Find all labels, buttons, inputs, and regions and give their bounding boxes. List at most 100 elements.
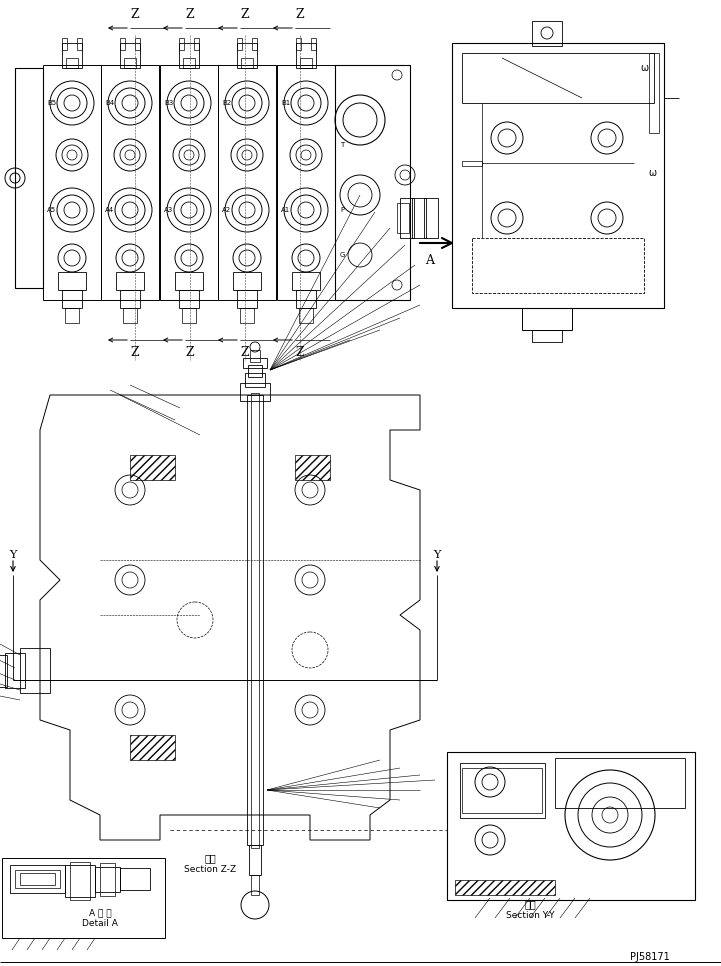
- Text: Y: Y: [433, 550, 441, 560]
- Bar: [252, 38, 257, 50]
- Bar: [120, 43, 140, 68]
- Bar: [472, 238, 644, 293]
- Text: A3: A3: [164, 207, 173, 213]
- Bar: [58, 272, 86, 290]
- Bar: [335, 65, 410, 300]
- Bar: [15, 68, 43, 288]
- Text: Y: Y: [9, 550, 17, 560]
- Bar: [66, 58, 78, 68]
- Bar: [299, 308, 313, 323]
- Bar: [295, 455, 330, 480]
- Text: 断面: 断面: [524, 899, 536, 909]
- Text: ω: ω: [648, 168, 656, 178]
- Bar: [462, 161, 482, 166]
- Bar: [233, 272, 261, 290]
- Bar: [116, 272, 144, 290]
- Text: A1: A1: [281, 207, 291, 213]
- Bar: [0, 655, 7, 687]
- Bar: [20, 873, 55, 885]
- Bar: [532, 21, 562, 46]
- Bar: [15, 870, 60, 888]
- Bar: [455, 880, 555, 895]
- Text: Z: Z: [296, 8, 304, 20]
- Bar: [247, 395, 263, 845]
- Text: B5: B5: [47, 100, 56, 106]
- Bar: [20, 648, 50, 693]
- Bar: [311, 38, 316, 50]
- Bar: [249, 845, 261, 875]
- Text: Section Z-Z: Section Z-Z: [184, 866, 236, 874]
- Bar: [296, 290, 316, 308]
- Polygon shape: [40, 395, 420, 840]
- Bar: [248, 365, 262, 377]
- Bar: [95, 867, 120, 892]
- Text: P: P: [340, 207, 344, 213]
- Bar: [65, 308, 79, 323]
- Bar: [120, 38, 125, 50]
- Text: B2: B2: [222, 100, 231, 106]
- Text: Detail A: Detail A: [82, 920, 118, 928]
- Bar: [296, 38, 301, 50]
- Text: Z: Z: [296, 346, 304, 358]
- Bar: [522, 308, 572, 330]
- Bar: [237, 290, 257, 308]
- Bar: [179, 43, 199, 68]
- Bar: [245, 373, 265, 387]
- Bar: [123, 308, 137, 323]
- Bar: [70, 862, 90, 900]
- Bar: [135, 38, 140, 50]
- Bar: [62, 38, 67, 50]
- Text: B1: B1: [281, 100, 291, 106]
- Bar: [124, 58, 136, 68]
- Bar: [43, 65, 101, 300]
- Bar: [277, 65, 335, 300]
- Bar: [62, 43, 82, 68]
- Text: PJ58171: PJ58171: [630, 952, 670, 962]
- Text: B4: B4: [105, 100, 114, 106]
- Bar: [240, 308, 254, 323]
- Bar: [120, 290, 140, 308]
- Bar: [5, 653, 25, 688]
- Text: T: T: [340, 142, 344, 148]
- Text: A 詳 細: A 詳 細: [89, 908, 111, 918]
- Bar: [447, 752, 695, 900]
- Text: Z: Z: [241, 346, 249, 358]
- Text: Z: Z: [241, 8, 249, 20]
- Text: A5: A5: [47, 207, 56, 213]
- Bar: [130, 455, 175, 480]
- Text: A4: A4: [105, 207, 114, 213]
- Bar: [452, 43, 664, 308]
- Bar: [2, 858, 165, 938]
- Bar: [462, 53, 654, 103]
- Bar: [424, 198, 438, 238]
- Bar: [65, 865, 95, 897]
- Bar: [243, 358, 267, 368]
- Bar: [194, 38, 199, 50]
- Bar: [250, 350, 260, 362]
- Text: 断面: 断面: [204, 853, 216, 863]
- Bar: [175, 272, 203, 290]
- Bar: [251, 875, 259, 895]
- Bar: [251, 393, 259, 848]
- Bar: [300, 58, 312, 68]
- Bar: [160, 65, 218, 300]
- Bar: [555, 758, 685, 808]
- Text: ω: ω: [640, 63, 648, 73]
- Bar: [400, 198, 414, 238]
- Bar: [130, 735, 175, 760]
- Text: Z: Z: [186, 8, 195, 20]
- Bar: [241, 58, 253, 68]
- Text: Z: Z: [186, 346, 195, 358]
- Bar: [240, 383, 270, 401]
- Text: G: G: [340, 252, 345, 258]
- Text: B3: B3: [164, 100, 173, 106]
- Bar: [179, 38, 184, 50]
- Bar: [183, 58, 195, 68]
- Bar: [218, 65, 276, 300]
- Bar: [237, 43, 257, 68]
- Bar: [182, 308, 196, 323]
- Text: Z: Z: [131, 346, 139, 358]
- Bar: [460, 763, 545, 818]
- Bar: [462, 768, 542, 813]
- Bar: [62, 290, 82, 308]
